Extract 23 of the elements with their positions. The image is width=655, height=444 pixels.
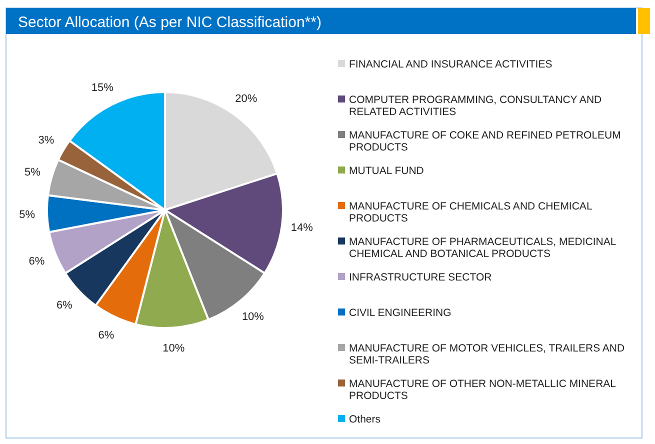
legend-label: CIVIL ENGINEERING bbox=[349, 307, 452, 320]
legend-label: MANUFACTURE OF CHEMICALS AND CHEMICAL PRODUCTS bbox=[349, 200, 592, 225]
data-label: 15% bbox=[91, 82, 114, 94]
data-label: 3% bbox=[38, 134, 54, 147]
legend-label: Others bbox=[349, 414, 381, 426]
data-label: 20% bbox=[235, 93, 258, 106]
data-label: 6% bbox=[98, 330, 114, 342]
legend-label: MUTUAL FUND bbox=[349, 165, 424, 178]
legend-label: MANUFACTURE OF COKE AND REFINED PETROLEUM PRODUCTS bbox=[349, 130, 621, 154]
data-label: 5% bbox=[24, 166, 41, 178]
data-label: 6% bbox=[56, 299, 73, 312]
chart-title: Sector Allocation (As per NIC Classification**) bbox=[18, 14, 322, 31]
data-label: 10% bbox=[242, 311, 264, 324]
data-label: 6% bbox=[28, 256, 45, 268]
legend-label: MANUFACTURE OF OTHER NON-METALLIC MINERAL PRODUCTS bbox=[349, 378, 616, 402]
data-label: 10% bbox=[162, 342, 185, 355]
legend-label: INFRASTRUCTURE SECTOR bbox=[349, 272, 492, 284]
legend-label: FINANCIAL AND INSURANCE ACTIVITIES bbox=[349, 58, 552, 71]
legend-label: MANUFACTURE OF MOTOR VEHICLES, TRAILERS AND SEMI-TRAILERS bbox=[349, 342, 625, 367]
legend-label: COMPUTER PROGRAMMING, CONSULTANCY AND RELATED ACTIVITIES bbox=[349, 94, 602, 118]
data-label: 5% bbox=[19, 209, 36, 222]
legend-label: MANUFACTURE OF PHARMACEUTICALS, MEDICINAL CHEMICAL AND BOTANICAL PRODUCTS bbox=[349, 236, 616, 260]
data-label: 14% bbox=[290, 222, 314, 234]
